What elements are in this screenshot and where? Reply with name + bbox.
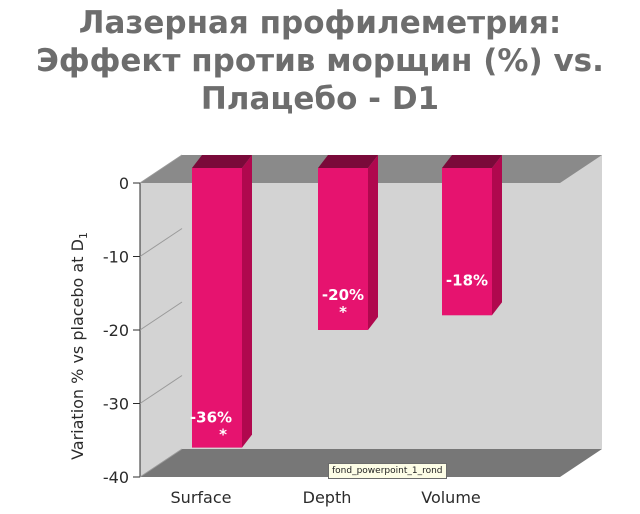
y-axis-title: Variation % vs placebo at D1 <box>68 232 90 460</box>
x-tick-label: Surface <box>171 488 232 507</box>
x-tick-label: Volume <box>421 488 481 507</box>
bar-side <box>242 155 252 448</box>
bar <box>442 168 492 316</box>
labels: -36%*Surface-20%*Depth-18%Volume <box>171 271 489 507</box>
y-tick-diagonal <box>139 301 183 331</box>
chart-title: Лазерная профилеметрия: Эффект против мо… <box>0 4 640 118</box>
y-tick-label: -40 <box>103 468 129 487</box>
bars <box>192 155 502 448</box>
title-line-1: Лазерная профилеметрия: <box>78 5 562 41</box>
bar-side <box>492 155 502 316</box>
significance-star: * <box>339 303 347 321</box>
x-tick-label: Depth <box>303 488 352 507</box>
bar-top <box>442 155 502 168</box>
bar-side <box>368 155 378 330</box>
y-tick-diagonal <box>139 448 183 478</box>
title-line-2: Эффект против морщин (%) vs. <box>36 43 604 79</box>
data-label: -18% <box>446 271 488 289</box>
bar <box>318 168 368 330</box>
bar <box>192 168 242 448</box>
y-tick-diagonal <box>139 375 183 404</box>
y-tick-label: -10 <box>103 248 129 267</box>
bar-top <box>318 155 378 168</box>
bar-top <box>192 155 252 168</box>
y-tick-label: -20 <box>103 321 129 340</box>
data-label: -20% <box>322 286 364 304</box>
tooltip: fond_powerpoint_1_rond <box>328 463 447 479</box>
title-line-3: Плацебо - D1 <box>200 81 440 117</box>
significance-star: * <box>219 426 227 444</box>
y-tick-label: -30 <box>103 395 129 414</box>
y-tick-label: 0 <box>119 174 129 193</box>
y-tick-diagonal <box>139 154 183 184</box>
y-axis: 0 -10 -20 -30 -40 Variation % vs placebo at D… <box>68 154 183 487</box>
data-label: -36% <box>190 409 232 427</box>
y-tick-diagonal <box>139 228 183 257</box>
